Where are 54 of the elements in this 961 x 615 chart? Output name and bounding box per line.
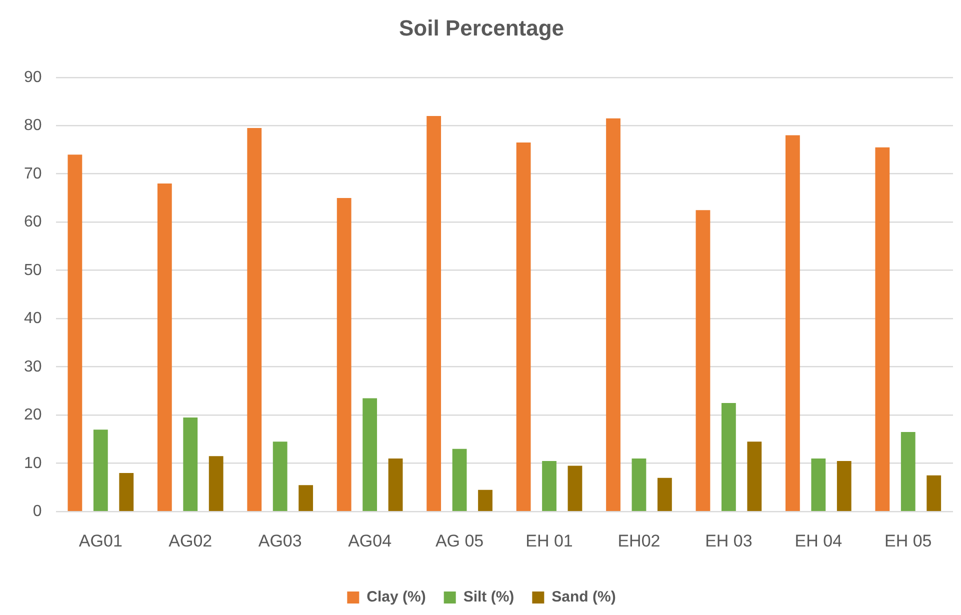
bar xyxy=(157,184,172,511)
bar xyxy=(93,430,108,511)
bar xyxy=(875,147,890,511)
bar xyxy=(68,154,82,511)
bar xyxy=(362,398,378,511)
bar xyxy=(452,448,467,511)
y-tick-label: 50 xyxy=(24,262,42,279)
bar xyxy=(657,478,672,511)
x-tick-label: EH 04 xyxy=(794,531,842,550)
x-tick-label: AG 05 xyxy=(435,531,484,550)
y-tick-label: 30 xyxy=(24,358,42,376)
bar xyxy=(786,135,800,511)
bar xyxy=(900,432,916,511)
bar xyxy=(632,458,646,511)
x-tick-label: EH02 xyxy=(618,531,660,550)
bar xyxy=(336,198,352,511)
bar xyxy=(542,460,556,511)
bar xyxy=(426,116,442,511)
bar xyxy=(388,458,403,511)
bar xyxy=(926,475,942,511)
x-tick-label: EH 03 xyxy=(705,531,752,550)
bar xyxy=(747,442,762,511)
bar xyxy=(696,210,710,511)
bar xyxy=(247,128,262,511)
bar xyxy=(183,418,198,511)
bar xyxy=(516,142,531,511)
legend-label: Sand (%) xyxy=(552,588,616,606)
bar xyxy=(811,458,826,511)
bar xyxy=(606,118,620,511)
y-tick-label: 90 xyxy=(24,68,42,86)
bar xyxy=(272,442,288,511)
x-tick-label: EH 01 xyxy=(526,531,573,550)
y-tick-label: 60 xyxy=(24,214,42,231)
y-tick-label: 10 xyxy=(24,454,42,472)
y-tick-label: 80 xyxy=(24,117,42,134)
bar xyxy=(478,490,492,511)
legend-label: Silt (%) xyxy=(463,588,514,606)
x-tick-label: AG04 xyxy=(348,531,392,550)
bar xyxy=(568,466,582,511)
y-tick-label: 40 xyxy=(24,310,42,328)
y-tick-label: 0 xyxy=(32,503,42,520)
x-tick-label: EH 05 xyxy=(884,531,932,550)
x-tick-label: AG03 xyxy=(258,531,302,550)
x-tick-label: AG02 xyxy=(168,531,212,550)
bar xyxy=(208,456,224,511)
y-tick-label: 20 xyxy=(24,406,42,424)
bar xyxy=(836,460,852,511)
bar xyxy=(119,473,134,511)
x-tick-label: AG01 xyxy=(78,531,122,550)
y-tick-label: 70 xyxy=(24,165,42,182)
bar xyxy=(722,403,736,511)
chart-title: Soil Percentage xyxy=(398,15,564,40)
bar xyxy=(298,485,314,511)
legend-label: Clay (%) xyxy=(366,588,426,606)
